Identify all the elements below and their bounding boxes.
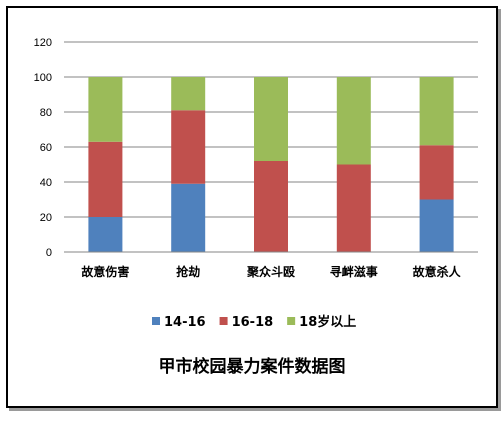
x-tick-label: 故意杀人 bbox=[413, 264, 462, 279]
y-tick-label: 20 bbox=[40, 212, 52, 224]
bar-segment bbox=[171, 77, 206, 111]
y-axis-ticks: 0 20 40 60 80 100 120 bbox=[34, 37, 52, 259]
x-tick-label: 聚众斗殴 bbox=[246, 264, 295, 279]
x-axis-labels: 故意伤害 抢劫 聚众斗殴 寻衅滋事 故意杀人 bbox=[81, 264, 461, 279]
y-tick-label: 40 bbox=[40, 177, 52, 189]
legend-label: 16-18 bbox=[232, 315, 274, 330]
legend-swatch bbox=[287, 317, 296, 325]
y-tick-label: 100 bbox=[34, 72, 52, 84]
chart-frame: 0 20 40 60 80 100 120 故意伤害 抢劫 聚众斗殴 寻衅滋事 故意杀人 14-16… bbox=[6, 6, 498, 408]
chart-title: 甲市校园暴力案件数据图 bbox=[159, 356, 346, 377]
bar-segment bbox=[419, 145, 454, 200]
y-tick-label: 60 bbox=[40, 142, 52, 154]
bar-segment bbox=[419, 199, 454, 252]
bar-segment bbox=[254, 161, 288, 252]
bar-segment bbox=[88, 217, 123, 252]
bar-segment bbox=[88, 77, 123, 142]
bar-segment bbox=[336, 77, 371, 165]
bar-segment bbox=[171, 183, 206, 252]
bar-segment bbox=[419, 77, 454, 146]
legend-swatch bbox=[219, 317, 228, 325]
bar-segment bbox=[171, 110, 206, 184]
y-tick-label: 80 bbox=[40, 107, 52, 119]
x-tick-label: 寻衅滋事 bbox=[330, 264, 378, 279]
chart-svg: 0 20 40 60 80 100 120 故意伤害 抢劫 聚众斗殴 寻衅滋事 故意杀人 14-16… bbox=[34, 37, 478, 377]
legend-label: 18岁以上 bbox=[299, 314, 356, 330]
x-tick-label: 故意伤害 bbox=[81, 264, 129, 279]
bar-segment bbox=[254, 77, 288, 161]
legend-swatch bbox=[152, 317, 160, 325]
x-tick-label: 抢劫 bbox=[176, 264, 200, 279]
legend: 14-16 16-18 18岁以上 bbox=[152, 314, 356, 330]
bar-segment bbox=[336, 164, 371, 252]
legend-label: 14-16 bbox=[164, 315, 206, 330]
y-tick-label: 0 bbox=[46, 247, 52, 259]
bar-segment bbox=[88, 141, 123, 217]
bars bbox=[88, 77, 454, 252]
y-tick-label: 120 bbox=[34, 37, 52, 49]
